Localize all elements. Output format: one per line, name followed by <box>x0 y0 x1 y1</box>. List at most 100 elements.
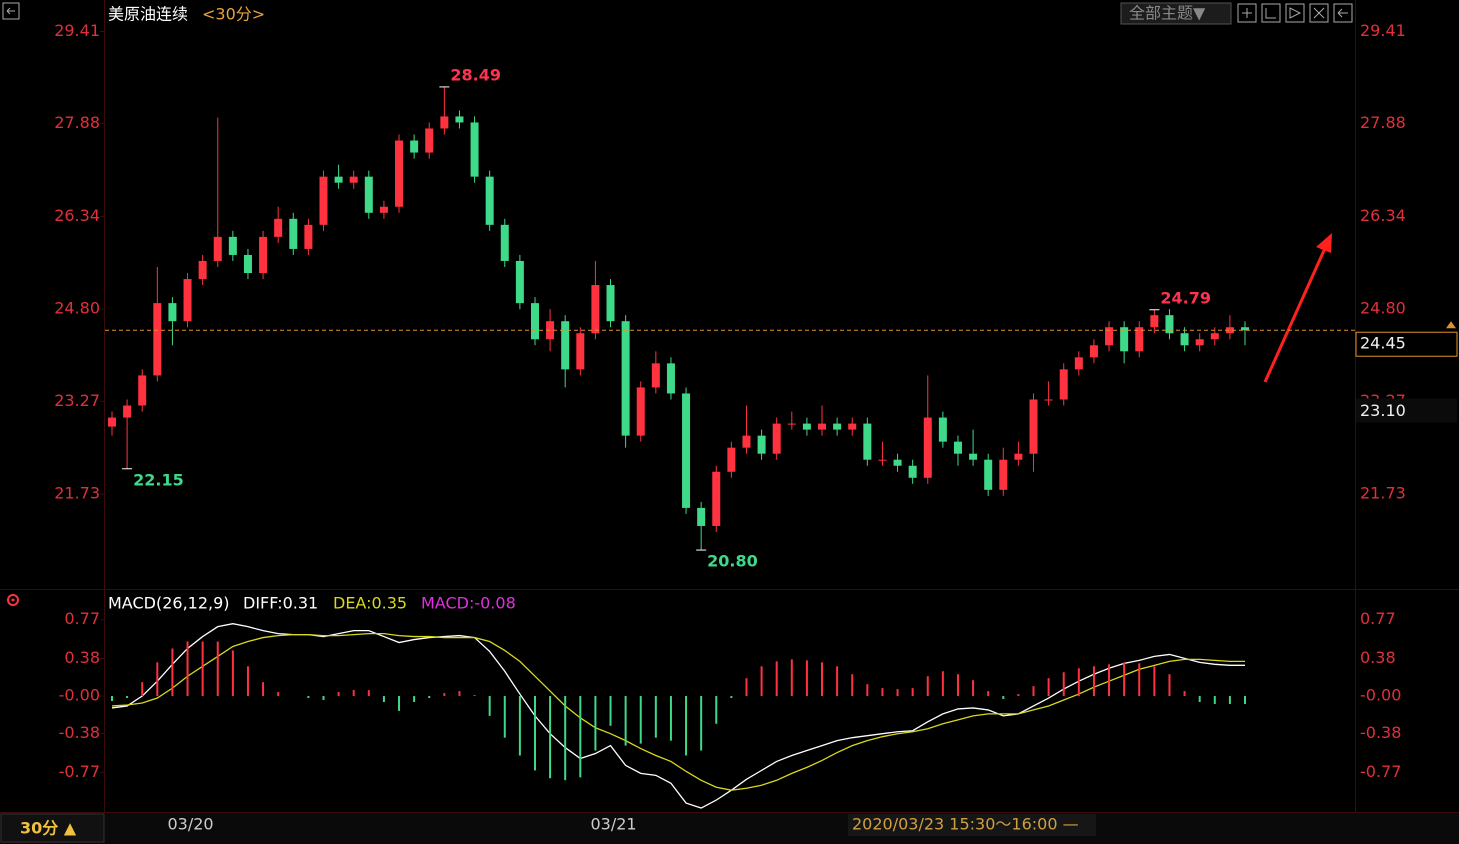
tool-glyphs <box>1242 7 1348 19</box>
theme-button-label[interactable]: 全部主题▼ <box>1129 4 1206 23</box>
candle-body <box>349 176 358 183</box>
candle-body <box>833 423 842 430</box>
candle-body <box>682 393 691 508</box>
extreme-label: 22.15 <box>133 470 184 489</box>
y-tick-label: 23.27 <box>54 391 100 410</box>
candle-body <box>561 321 570 370</box>
tool-icon[interactable] <box>1333 3 1353 23</box>
y-tick-label-right: 26.34 <box>1360 206 1406 225</box>
candle-body <box>1150 315 1159 328</box>
y-tick-label: 29.41 <box>54 21 100 40</box>
candle-body <box>395 140 404 207</box>
candle-body <box>908 465 917 478</box>
candle-body <box>1029 399 1038 454</box>
candle-body <box>1014 453 1023 460</box>
gear-icon[interactable] <box>7 594 19 606</box>
candle-body <box>621 321 630 436</box>
candle-body <box>546 321 555 340</box>
legend-entry: DIFF:0.31 <box>243 594 318 613</box>
ref-price-label: 23.10 <box>1360 401 1406 420</box>
y-tick-label: 27.88 <box>54 113 100 132</box>
candle-body <box>591 285 600 334</box>
candle-body <box>1089 345 1098 358</box>
candle-body <box>108 417 116 427</box>
y-tick-label-right: 29.41 <box>1360 21 1406 40</box>
candle-body <box>213 236 222 261</box>
x-tick-label: 03/20 <box>167 815 213 834</box>
candle-body <box>379 206 388 213</box>
y-tick-label: 0.38 <box>64 648 100 667</box>
y-tick-label: 21.73 <box>54 484 100 503</box>
theme-button[interactable] <box>1120 2 1232 25</box>
candle-body <box>183 279 192 322</box>
macd-settings-icon[interactable] <box>7 594 19 606</box>
candle-body <box>697 507 706 526</box>
candle-body <box>1044 399 1053 401</box>
tool-icon[interactable] <box>1285 3 1305 23</box>
candle-body <box>259 236 268 274</box>
candle-body <box>1120 327 1129 352</box>
y-tick-label: 26.34 <box>54 206 100 225</box>
x-tick-label: 03/21 <box>590 815 636 834</box>
candle-body <box>984 459 993 490</box>
extreme-label: 28.49 <box>450 65 501 84</box>
candle-body <box>530 303 539 340</box>
y-tick-label-right: -0.00 <box>1360 686 1401 705</box>
y-tick-label: -0.38 <box>59 723 100 742</box>
candle-body <box>802 423 811 430</box>
candle-body <box>727 447 736 472</box>
candle-body <box>440 116 449 129</box>
candle-body <box>334 176 343 183</box>
macd-line <box>111 632 1245 791</box>
trend-arrow <box>1263 245 1328 383</box>
candle-body <box>455 116 464 123</box>
candle-body <box>999 459 1008 490</box>
candle-body <box>123 405 132 418</box>
candle-body <box>1195 339 1204 346</box>
legend-entry: MACD:-0.08 <box>421 594 516 613</box>
candle-body <box>923 417 932 478</box>
tool-icon[interactable] <box>1309 3 1329 23</box>
y-tick-label-right: 21.73 <box>1360 484 1406 503</box>
candle-body <box>289 218 298 249</box>
candle-body <box>878 459 887 461</box>
extreme-label: 24.79 <box>1160 288 1211 307</box>
period-selector[interactable]: <30分> <box>202 5 265 24</box>
instrument-title: 美原油连续 <box>108 5 188 24</box>
candle-body <box>198 260 207 280</box>
candle-body <box>168 303 177 322</box>
candle-body <box>500 224 509 261</box>
y-tick-label: 0.77 <box>64 609 100 628</box>
candle-body <box>757 435 766 454</box>
period-button-label[interactable]: 30分 ▲ <box>20 819 77 838</box>
toolbar <box>1237 3 1353 23</box>
last-price-box <box>1355 331 1458 357</box>
last-price-marker <box>1446 321 1456 329</box>
candle-body <box>515 260 524 304</box>
ref-price-box <box>1356 398 1457 423</box>
tool-icon[interactable] <box>1261 3 1281 23</box>
y-tick-label-right: -0.38 <box>1360 723 1401 742</box>
candle-body <box>470 122 479 177</box>
collapse-icon[interactable] <box>2 2 20 20</box>
candle-body <box>1180 333 1189 346</box>
macd-title: MACD(26,12,9) <box>108 594 230 613</box>
tool-icon[interactable] <box>1237 3 1257 23</box>
y-tick-label-right: 27.88 <box>1360 113 1406 132</box>
candle-body <box>243 254 252 274</box>
candle-body <box>138 375 147 406</box>
candle-body <box>1059 369 1068 400</box>
time-range-box <box>848 814 1096 836</box>
period-button[interactable] <box>0 813 105 843</box>
trend-arrowhead <box>1316 233 1332 253</box>
candle-body <box>953 441 962 454</box>
candle-body <box>1165 315 1174 334</box>
candle-body <box>1210 333 1219 340</box>
candle-body <box>425 128 434 153</box>
candle-body <box>485 176 494 225</box>
candle-body <box>228 236 237 255</box>
candle-body <box>1105 327 1114 346</box>
candle-body <box>712 471 721 526</box>
